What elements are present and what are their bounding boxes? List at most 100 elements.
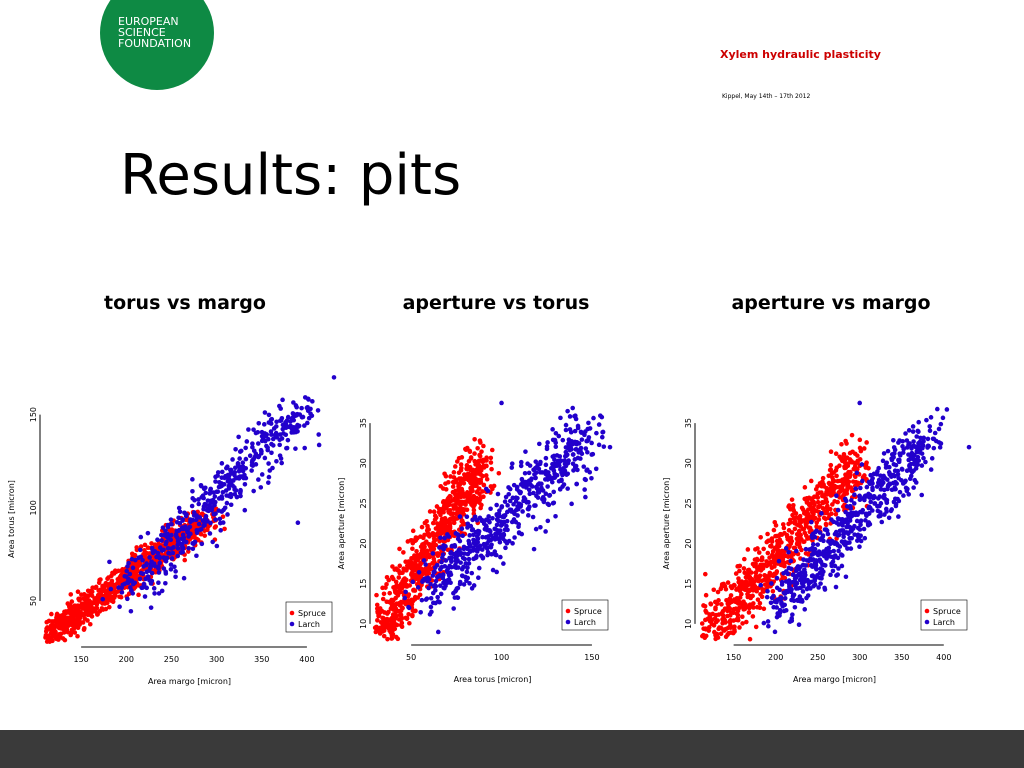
data-point	[803, 510, 809, 515]
data-point	[868, 499, 873, 505]
data-point	[142, 594, 148, 599]
data-point	[575, 425, 581, 431]
legend-label: Spruce	[574, 607, 602, 616]
data-point	[72, 603, 78, 609]
data-point	[455, 595, 461, 601]
data-point	[562, 453, 568, 459]
data-point	[742, 570, 747, 576]
data-point	[742, 556, 747, 562]
legend-marker	[565, 619, 571, 625]
data-point	[712, 599, 718, 605]
x-tick-label: 400	[299, 655, 314, 664]
data-point	[68, 592, 74, 597]
data-point	[74, 619, 80, 624]
data-point	[122, 573, 128, 579]
x-tick-label: 200	[768, 653, 783, 662]
data-point	[582, 432, 587, 438]
data-point	[152, 542, 158, 547]
data-point	[862, 535, 868, 541]
data-point	[877, 494, 883, 499]
data-point	[439, 522, 444, 528]
data-point	[225, 512, 230, 517]
data-point	[106, 604, 112, 610]
data-point	[493, 552, 498, 557]
data-point	[751, 579, 757, 584]
data-point	[295, 429, 300, 434]
data-point	[550, 500, 556, 506]
data-point	[842, 541, 847, 546]
data-point	[472, 476, 477, 482]
data-point	[806, 495, 812, 501]
data-point	[437, 573, 443, 578]
data-point	[551, 489, 557, 495]
data-point	[911, 485, 916, 490]
data-point	[840, 528, 846, 533]
data-point	[745, 547, 751, 552]
data-point	[458, 505, 463, 511]
data-point	[418, 609, 423, 615]
data-point	[176, 539, 181, 544]
data-point	[411, 587, 417, 593]
data-point	[81, 627, 87, 632]
data-point	[891, 437, 896, 443]
data-point	[427, 612, 433, 617]
data-point	[598, 413, 603, 418]
data-point	[825, 552, 831, 557]
data-point	[599, 434, 605, 440]
data-point	[459, 526, 465, 532]
data-point	[534, 486, 540, 491]
data-point	[75, 589, 81, 594]
data-point	[936, 426, 942, 432]
data-point	[522, 470, 528, 476]
data-point	[917, 440, 923, 446]
data-point	[771, 604, 776, 610]
data-point	[159, 538, 164, 543]
data-point	[899, 466, 905, 472]
data-point	[446, 502, 452, 508]
legend	[285, 601, 333, 633]
data-point	[497, 539, 503, 545]
data-point	[102, 601, 108, 606]
data-point	[207, 502, 212, 508]
data-point	[806, 525, 811, 530]
data-point	[812, 582, 818, 588]
data-point	[219, 461, 225, 466]
data-point	[449, 555, 454, 561]
data-point	[728, 625, 733, 630]
data-point	[310, 399, 315, 404]
data-point	[228, 502, 234, 508]
data-point	[829, 563, 835, 569]
data-point	[732, 583, 737, 588]
data-point	[152, 549, 158, 554]
data-point	[300, 414, 306, 420]
data-point	[430, 531, 436, 537]
data-point	[849, 458, 854, 464]
data-point	[394, 583, 400, 589]
data-point	[552, 475, 558, 480]
data-point	[772, 564, 777, 569]
data-point	[157, 555, 162, 561]
data-point	[914, 448, 920, 454]
data-point	[157, 560, 163, 566]
data-point	[407, 583, 413, 588]
data-point	[463, 446, 468, 452]
data-point	[92, 585, 98, 590]
data-point	[85, 594, 91, 599]
data-point	[882, 512, 887, 517]
data-point	[719, 602, 724, 607]
data-point	[820, 475, 826, 481]
data-point	[457, 499, 463, 505]
data-point	[445, 525, 451, 530]
data-point	[808, 586, 813, 591]
data-point	[561, 482, 567, 487]
data-point	[456, 487, 462, 493]
data-point	[406, 604, 411, 610]
data-point	[782, 602, 788, 608]
data-point	[774, 599, 779, 605]
data-point	[755, 597, 761, 602]
data-point	[760, 588, 766, 594]
data-point	[256, 454, 261, 460]
data-point	[194, 528, 200, 533]
data-point	[279, 460, 285, 466]
data-point	[453, 511, 459, 517]
